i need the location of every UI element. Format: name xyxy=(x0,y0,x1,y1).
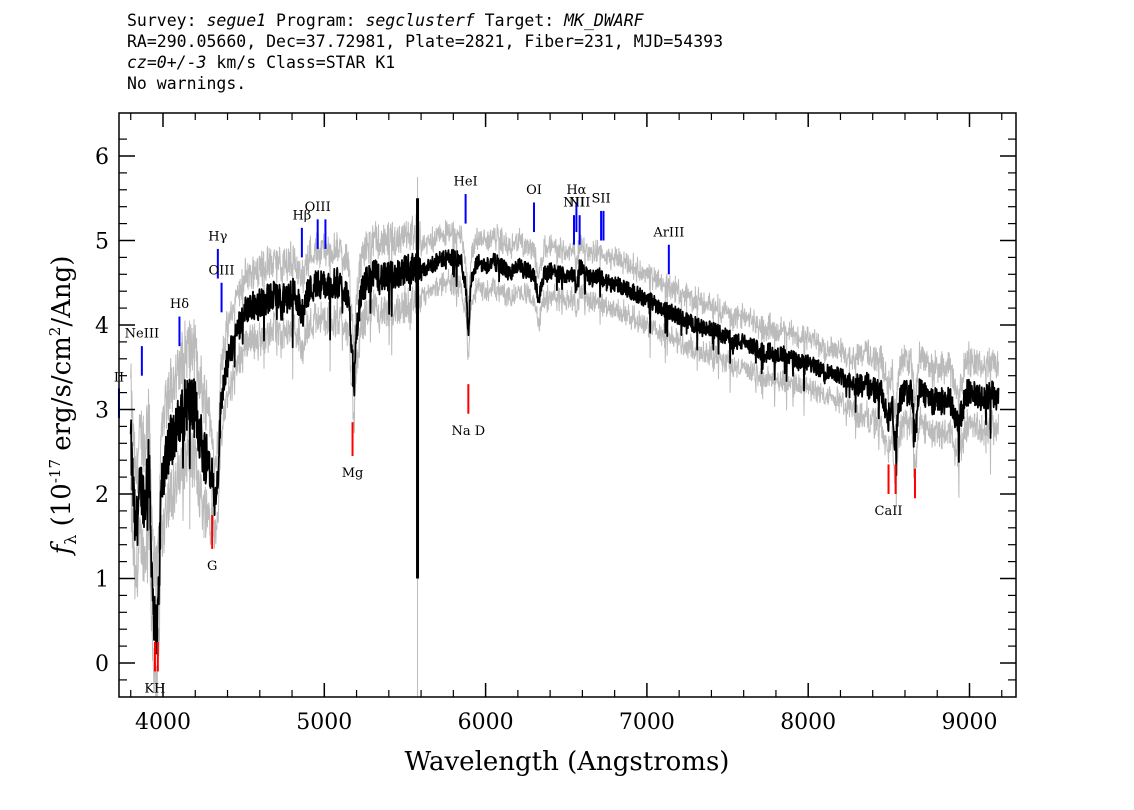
header-line-warnings: No warnings. xyxy=(127,74,247,93)
x-tick-label: 8000 xyxy=(780,710,836,735)
x-axis-title: Wavelength (Angstroms) xyxy=(405,747,730,777)
y-axis-title: fλ (10-17 erg/s/cm2/Ang) xyxy=(46,256,80,557)
x-tick-label: 9000 xyxy=(942,710,998,735)
line-label: Hβ xyxy=(292,208,311,223)
line-label: NII xyxy=(563,196,585,211)
header-line-coordinates: RA=290.05660, Dec=37.72981, Plate=2821, … xyxy=(127,32,724,51)
line-label: G xyxy=(207,559,217,574)
line-label: ArIII xyxy=(652,225,684,240)
y-tick-label: 4 xyxy=(95,314,109,339)
axis-ticks: 4000 5000 6000 7000 8000 9000 0 1 2 3 4 5 6 xyxy=(95,113,1016,735)
line-label: Hδ xyxy=(170,297,189,312)
y-tick-label: 1 xyxy=(95,568,109,593)
line-label: KH xyxy=(144,682,165,697)
error-lower xyxy=(130,268,999,697)
error-band xyxy=(130,177,999,697)
flux-series xyxy=(129,198,1000,655)
y-tick-label: 5 xyxy=(95,230,109,255)
line-label: HeI xyxy=(454,175,478,190)
x-tick-label: 6000 xyxy=(458,710,514,735)
y-tick-label: 6 xyxy=(95,145,109,170)
y-tick-label: 0 xyxy=(95,652,109,677)
header-line-survey: Survey: segue1 Program: segclusterf Targ… xyxy=(127,11,644,30)
line-label: OIII xyxy=(305,200,331,215)
x-tick-label: 5000 xyxy=(296,710,352,735)
line-label: Na D xyxy=(451,424,485,439)
spectrum-header: Survey: segue1 Program: segclusterf Targ… xyxy=(127,10,723,94)
flux-line xyxy=(129,248,1000,655)
x-tick-label: 4000 xyxy=(135,710,191,735)
error-upper xyxy=(130,214,999,602)
plot-frame xyxy=(118,112,1017,698)
x-tick-label: 7000 xyxy=(619,710,675,735)
y-tick-label: 2 xyxy=(95,483,109,508)
line-label: NeIII xyxy=(125,327,159,342)
line-label: Mg xyxy=(342,466,364,481)
line-label: NII xyxy=(569,196,591,211)
line-label: OI xyxy=(526,183,542,198)
line-label: SII xyxy=(591,191,610,206)
y-tick-label: 3 xyxy=(95,399,109,424)
line-label: OIII xyxy=(209,263,235,278)
header-line-redshift: cz=0+/-3 km/s Class=STAR K1 xyxy=(127,53,396,72)
line-label: Hα xyxy=(566,183,586,198)
line-label: CaII xyxy=(875,504,903,519)
line-label: Hγ xyxy=(208,230,227,245)
